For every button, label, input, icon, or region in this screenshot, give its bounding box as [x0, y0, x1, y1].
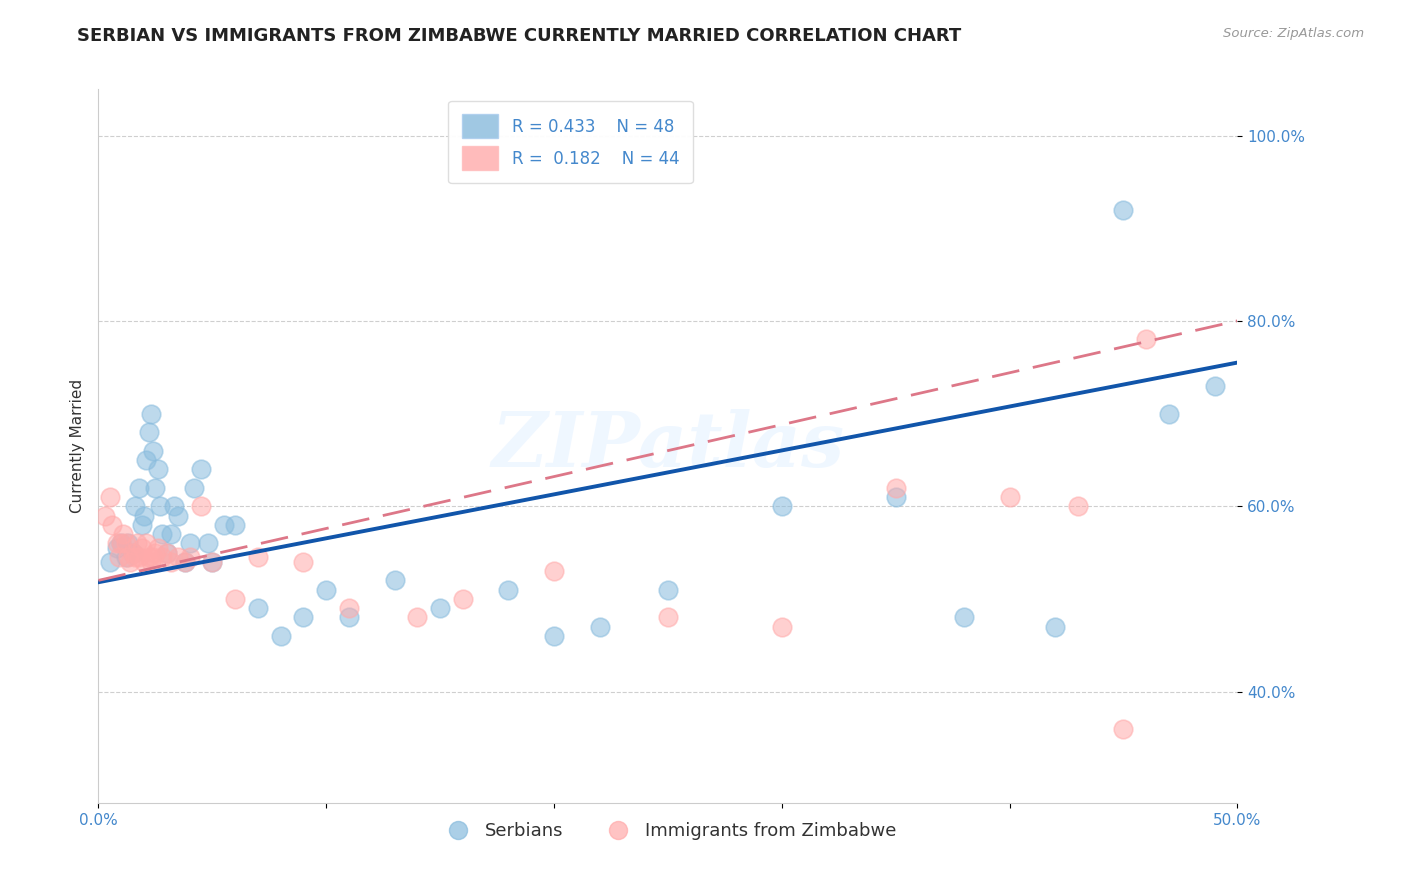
Point [167, 508, 190, 523]
Point [124, 500, 146, 514]
Point [315, 582, 337, 597]
Point [451, 591, 474, 606]
Point [998, 490, 1021, 504]
Point [149, 500, 172, 514]
Point [429, 601, 451, 615]
Point [138, 425, 160, 439]
Point [120, 555, 142, 569]
Point [117, 536, 139, 550]
Y-axis label: Currently Married: Currently Married [69, 379, 84, 513]
Point [201, 555, 224, 569]
Point [212, 517, 235, 532]
Point [174, 555, 197, 569]
Point [105, 541, 128, 555]
Point [174, 555, 197, 569]
Point [292, 555, 315, 569]
Point [770, 620, 793, 634]
Point [135, 453, 157, 467]
Point [146, 462, 169, 476]
Point [588, 620, 610, 634]
Point [112, 527, 135, 541]
Point [270, 629, 292, 643]
Point [114, 536, 136, 550]
Point [179, 550, 201, 565]
Point [657, 610, 679, 624]
Point [105, 536, 128, 550]
Point [179, 536, 201, 550]
Point [132, 555, 155, 569]
Point [160, 527, 183, 541]
Point [156, 545, 179, 559]
Point [162, 500, 184, 514]
Point [1135, 333, 1157, 347]
Point [156, 545, 179, 559]
Point [543, 629, 565, 643]
Point [1043, 620, 1066, 634]
Point [884, 490, 907, 504]
Point [201, 555, 224, 569]
Point [884, 481, 907, 495]
Point [498, 582, 520, 597]
Point [128, 481, 150, 495]
Point [183, 481, 205, 495]
Point [146, 541, 169, 555]
Point [543, 564, 565, 578]
Point [117, 550, 139, 565]
Point [1112, 202, 1135, 217]
Point [128, 550, 150, 565]
Point [292, 610, 315, 624]
Point [1112, 722, 1135, 736]
Point [246, 550, 269, 565]
Point [139, 555, 162, 569]
Point [337, 610, 360, 624]
Point [224, 517, 246, 532]
Point [150, 527, 173, 541]
Point [953, 610, 976, 624]
Point [139, 407, 162, 421]
Text: SERBIAN VS IMMIGRANTS FROM ZIMBABWE CURRENTLY MARRIED CORRELATION CHART: SERBIAN VS IMMIGRANTS FROM ZIMBABWE CURR… [77, 27, 962, 45]
Point [1157, 407, 1180, 421]
Point [337, 601, 360, 615]
Point [167, 550, 190, 565]
Point [1067, 500, 1090, 514]
Point [110, 536, 132, 550]
Point [131, 541, 153, 555]
Point [160, 555, 183, 569]
Point [101, 517, 124, 532]
Point [145, 481, 167, 495]
Point [142, 550, 165, 565]
Point [142, 443, 165, 458]
Point [384, 574, 406, 588]
Point [121, 545, 143, 559]
Point [224, 591, 246, 606]
Point [94, 508, 117, 523]
Point [145, 545, 167, 559]
Point [108, 550, 131, 565]
Point [150, 550, 173, 565]
Point [132, 508, 155, 523]
Point [138, 550, 160, 565]
Point [114, 550, 136, 565]
Point [406, 610, 429, 624]
Point [98, 555, 121, 569]
Point [197, 536, 219, 550]
Text: ZIPatlas: ZIPatlas [491, 409, 845, 483]
Point [770, 500, 793, 514]
Point [110, 536, 132, 550]
Point [190, 462, 212, 476]
Point [1204, 378, 1226, 392]
Text: Source: ZipAtlas.com: Source: ZipAtlas.com [1223, 27, 1364, 40]
Point [246, 601, 269, 615]
Point [190, 500, 212, 514]
Point [127, 536, 149, 550]
Legend: Serbians, Immigrants from Zimbabwe: Serbians, Immigrants from Zimbabwe [433, 815, 903, 847]
Point [657, 582, 679, 597]
Point [98, 490, 121, 504]
Point [135, 536, 157, 550]
Point [131, 517, 153, 532]
Point [124, 550, 146, 565]
Point [121, 545, 143, 559]
